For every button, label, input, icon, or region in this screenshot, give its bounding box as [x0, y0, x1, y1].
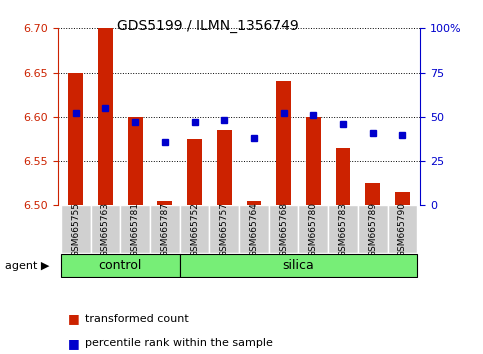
Bar	[395, 192, 410, 205]
Text: agent ▶: agent ▶	[5, 261, 49, 271]
Text: GSM665783: GSM665783	[339, 202, 347, 257]
FancyBboxPatch shape	[91, 205, 120, 253]
Bar	[306, 117, 321, 205]
Bar	[98, 28, 113, 205]
Text: GSM665787: GSM665787	[160, 202, 170, 257]
FancyBboxPatch shape	[180, 205, 210, 253]
FancyBboxPatch shape	[358, 205, 387, 253]
FancyBboxPatch shape	[328, 205, 358, 253]
Text: GSM665763: GSM665763	[101, 202, 110, 257]
FancyBboxPatch shape	[61, 205, 91, 253]
Bar	[246, 201, 261, 205]
Text: GSM665789: GSM665789	[368, 202, 377, 257]
Text: transformed count: transformed count	[85, 314, 188, 324]
Text: GSM665781: GSM665781	[131, 202, 140, 257]
Text: GDS5199 / ILMN_1356749: GDS5199 / ILMN_1356749	[117, 19, 298, 34]
Bar	[276, 81, 291, 205]
Text: GSM665768: GSM665768	[279, 202, 288, 257]
Text: GSM665790: GSM665790	[398, 202, 407, 257]
Text: GSM665764: GSM665764	[249, 202, 258, 257]
Bar	[128, 117, 142, 205]
FancyBboxPatch shape	[180, 254, 417, 277]
Text: GSM665752: GSM665752	[190, 202, 199, 257]
Bar	[69, 73, 83, 205]
Text: GSM665780: GSM665780	[309, 202, 318, 257]
Text: GSM665757: GSM665757	[220, 202, 229, 257]
Bar	[365, 183, 380, 205]
FancyBboxPatch shape	[210, 205, 239, 253]
FancyBboxPatch shape	[150, 205, 180, 253]
Text: ■: ■	[68, 312, 79, 325]
Bar	[336, 148, 351, 205]
Text: control: control	[99, 259, 142, 272]
FancyBboxPatch shape	[61, 254, 180, 277]
Text: ■: ■	[68, 337, 79, 350]
Text: silica: silica	[283, 259, 314, 272]
FancyBboxPatch shape	[298, 205, 328, 253]
FancyBboxPatch shape	[239, 205, 269, 253]
FancyBboxPatch shape	[269, 205, 298, 253]
Bar	[187, 139, 202, 205]
Text: GSM665755: GSM665755	[71, 202, 80, 257]
FancyBboxPatch shape	[120, 205, 150, 253]
Text: percentile rank within the sample: percentile rank within the sample	[85, 338, 272, 348]
Bar	[217, 130, 232, 205]
Bar	[157, 201, 172, 205]
FancyBboxPatch shape	[387, 205, 417, 253]
